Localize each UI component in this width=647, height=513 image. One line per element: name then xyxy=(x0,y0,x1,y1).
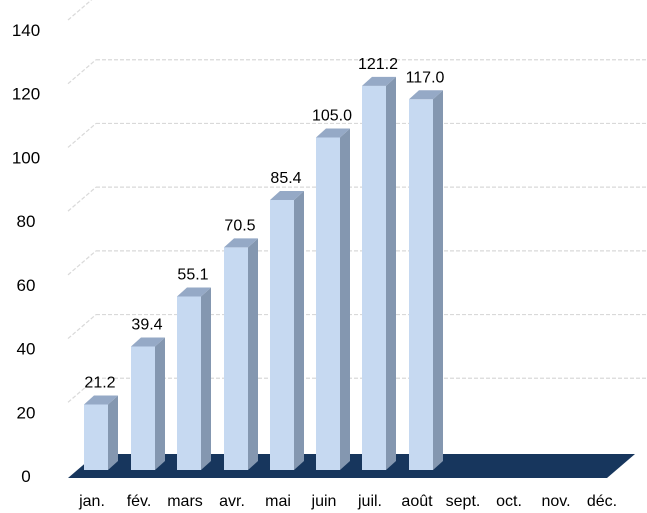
x-axis: jan. fév. mars avr. mai juin juil. août sept. oct… xyxy=(78,493,617,510)
bar-side xyxy=(155,337,165,470)
bar xyxy=(84,395,118,470)
x-tick-label: sept. xyxy=(446,493,481,510)
bar-front xyxy=(84,404,108,470)
data-labels: 21.2 39.4 55.1 70.5 85.4 105.0 121.2 117.0 xyxy=(84,56,444,392)
data-label: 85.4 xyxy=(270,170,301,187)
y-axis: 0 20 40 60 80 100 120 140 xyxy=(12,21,40,486)
bar xyxy=(409,90,443,471)
bar-front xyxy=(224,247,248,470)
x-tick-label: mai xyxy=(265,493,291,510)
bar-top xyxy=(362,76,396,86)
y-tick-label: 100 xyxy=(12,148,40,167)
bar-side xyxy=(294,190,304,470)
bar xyxy=(224,238,258,470)
bar-side xyxy=(433,90,443,471)
data-label: 39.4 xyxy=(131,316,162,333)
bar-front xyxy=(131,346,155,470)
bar-side xyxy=(386,76,396,471)
data-label: 117.0 xyxy=(406,69,445,86)
bar xyxy=(177,287,211,470)
y-tick-label: 80 xyxy=(17,212,36,231)
y-tick-label: 120 xyxy=(12,85,40,104)
data-label: 55.1 xyxy=(177,266,208,283)
x-tick-label: mars xyxy=(167,493,203,510)
gridline-wall xyxy=(67,122,97,148)
x-tick-label: août xyxy=(401,493,433,510)
y-tick-label: 0 xyxy=(21,467,30,486)
x-tick-label: juil. xyxy=(357,493,382,510)
x-tick-label: avr. xyxy=(219,493,245,510)
bar xyxy=(362,76,396,471)
data-label: 70.5 xyxy=(224,217,255,234)
y-tick-label: 60 xyxy=(17,276,36,295)
bar-side xyxy=(201,287,211,470)
bar-front xyxy=(316,137,340,470)
bar-front xyxy=(177,296,201,470)
gridline-wall xyxy=(67,377,97,403)
bar-side xyxy=(248,238,258,470)
x-tick-label: déc. xyxy=(587,493,617,510)
data-label: 105.0 xyxy=(312,108,352,125)
y-tick-label: 140 xyxy=(12,21,40,40)
bar-side xyxy=(108,395,118,470)
x-tick-label: juin xyxy=(311,493,337,510)
gridline-wall xyxy=(67,250,97,276)
y-tick-label: 20 xyxy=(17,403,36,422)
x-tick-label: fév. xyxy=(127,493,152,510)
bar-top xyxy=(409,90,443,100)
bar xyxy=(131,337,165,470)
gridline-wall xyxy=(67,186,97,212)
data-label: 121.2 xyxy=(358,56,398,73)
y-tick-label: 40 xyxy=(17,340,36,359)
bar-top xyxy=(177,287,211,297)
bar-front xyxy=(362,85,386,471)
bar xyxy=(270,190,304,470)
gridline-wall xyxy=(67,59,97,85)
bar-top xyxy=(316,128,350,138)
data-label: 21.2 xyxy=(84,374,115,391)
gridline-wall xyxy=(67,0,93,21)
bar-top xyxy=(224,238,258,248)
bars xyxy=(84,76,443,471)
gridline-wall xyxy=(67,314,97,340)
bar-top xyxy=(84,395,118,405)
bar xyxy=(316,128,350,470)
bar-top xyxy=(270,190,304,200)
bar-top xyxy=(131,337,165,347)
bar-front xyxy=(409,99,433,471)
x-tick-label: jan. xyxy=(78,493,105,510)
x-tick-label: nov. xyxy=(541,493,570,510)
x-tick-label: oct. xyxy=(496,493,522,510)
bar-front xyxy=(270,199,294,470)
bar-side xyxy=(340,128,350,470)
